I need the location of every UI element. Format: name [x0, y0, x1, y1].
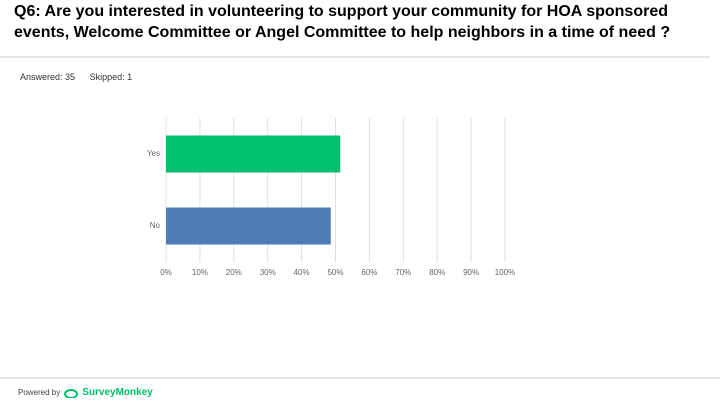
- bar: [166, 207, 331, 245]
- question-title: Q6: Are you interested in volunteering t…: [14, 3, 671, 41]
- footer: Powered by SurveyMonkey: [18, 387, 153, 398]
- x-tick-label: 100%: [495, 268, 515, 277]
- bar: [166, 135, 341, 173]
- response-stats: Answered: 35 Skipped: 1: [20, 72, 144, 82]
- plot-area: 0% 10% 20% 30% 40% 50% 60% 70% 80% 90% 100% Yes No: [147, 118, 515, 277]
- x-tick-label: 80%: [429, 268, 445, 277]
- x-tick-label: 30%: [260, 268, 276, 277]
- powered-by: Powered by: [18, 388, 61, 397]
- x-tick-label: 70%: [395, 268, 411, 277]
- x-tick-label: 50%: [327, 268, 343, 277]
- x-tick-label: 0%: [160, 268, 172, 277]
- answered-count: Answered: 35: [20, 72, 76, 82]
- y-tick-label: Yes: [147, 149, 160, 158]
- x-tick-label: 10%: [192, 268, 208, 277]
- logo-icon: [64, 388, 79, 398]
- x-tick-label: 60%: [361, 268, 377, 277]
- y-tick-label: No: [150, 221, 161, 230]
- brand: SurveyMonkey: [82, 387, 153, 398]
- x-tick-label: 20%: [226, 268, 242, 277]
- x-tick-label: 90%: [463, 268, 479, 277]
- x-tick-label: 40%: [294, 268, 310, 277]
- skipped-count: Skipped: 1: [89, 72, 133, 82]
